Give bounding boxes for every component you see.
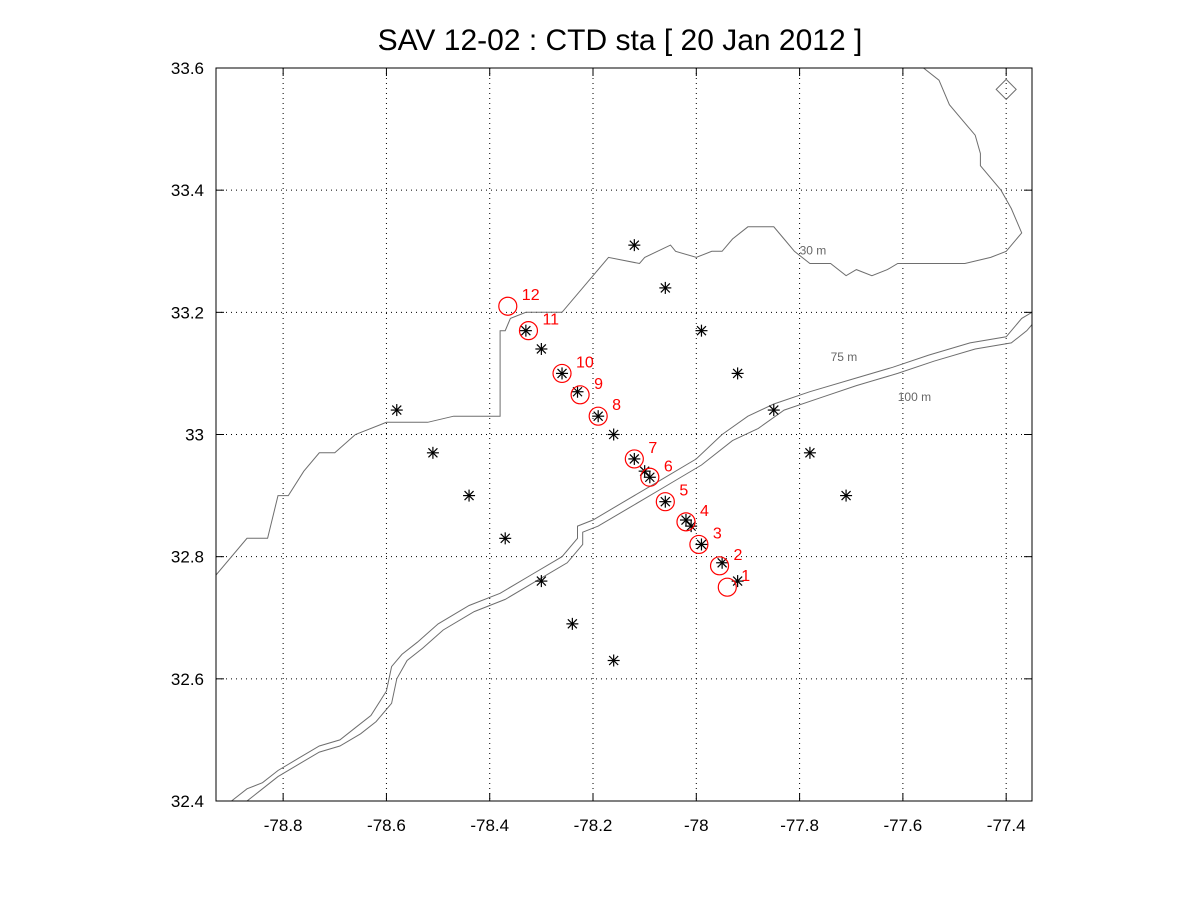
contour-label: 30 m: [800, 243, 827, 257]
isobath-75m-contour: [231, 311, 1032, 801]
occupied-station-9: 9: [570, 376, 603, 405]
station-number-label: 5: [679, 483, 688, 500]
coastline-30m-contour: [216, 68, 1023, 576]
contour-label: 75 m: [831, 350, 858, 364]
grid-lines: [216, 68, 1032, 801]
ctd-station-marker: [592, 410, 605, 423]
ctd-station-marker: [679, 514, 692, 527]
x-tick-label: -77.6: [884, 816, 923, 835]
ctd-station-marker: [803, 446, 816, 459]
station-circle: [717, 577, 737, 597]
y-tick-label: 33.6: [171, 59, 204, 78]
station-number-label: 2: [734, 547, 743, 564]
station-circle: [588, 406, 608, 426]
station-number-label: 6: [664, 458, 673, 475]
station-number-label: 4: [700, 503, 709, 520]
occupied-station-11: 11: [518, 312, 559, 341]
x-tick-label: -78.4: [470, 816, 509, 835]
marker-layer: [390, 78, 1017, 667]
station-circle: [676, 512, 696, 532]
ctd-station-marker: [643, 471, 656, 484]
ctd-station-marker: [390, 404, 403, 417]
x-tick-label: -77.8: [780, 816, 819, 835]
occupied-station-1: 1: [717, 568, 750, 597]
station-number-label: 8: [612, 397, 621, 414]
station-number-label: 9: [594, 376, 603, 393]
occupied-station-6: 6: [640, 458, 673, 487]
ctd-station-marker: [499, 532, 512, 545]
axis-ticks: -78.8 -78.6 -78.4 -78.2 -78 -77.8 -77.6 -77.4 32…: [171, 59, 1032, 835]
x-tick-label: -78.8: [264, 816, 303, 835]
ctd-station-marker: [535, 575, 548, 588]
occupied-station-12: 12: [498, 287, 540, 316]
ctd-station-marker: [731, 367, 744, 380]
station-circle: [689, 534, 709, 555]
ctd-station-marker: [607, 654, 620, 667]
station-circle: [570, 385, 590, 405]
y-tick-label: 32.8: [171, 548, 204, 567]
ctd-station-marker: [628, 452, 641, 465]
ctd-station-marker: [695, 324, 708, 337]
y-tick-label: 32.6: [171, 670, 204, 689]
occupied-station-8: 8: [588, 397, 621, 426]
x-tick-label: -78.2: [574, 816, 613, 835]
x-tick-label: -77.4: [987, 816, 1026, 835]
ctd-station-marker: [659, 495, 672, 508]
station-circle: [655, 492, 675, 512]
ctd-station-marker: [767, 404, 780, 417]
ctd-station-marker: [571, 385, 584, 398]
ctd-station-marker: [659, 281, 672, 294]
y-tick-label: 33.4: [171, 181, 204, 200]
ctd-station-marker: [840, 489, 853, 502]
ctd-station-marker: [519, 324, 532, 337]
station-number-label: 12: [522, 287, 540, 304]
occupied-station-10: 10: [552, 354, 594, 384]
ctd-station-marker: [463, 489, 476, 502]
diamond-marker: [995, 78, 1017, 101]
ctd-station-marker: [566, 617, 579, 630]
contour-layer: 30 m 75 m 100 m: [216, 68, 1032, 801]
station-number-label: 7: [648, 440, 657, 457]
ctd-station-marker: [685, 520, 698, 533]
y-tick-label: 32.4: [171, 792, 204, 811]
ctd-station-marker: [535, 342, 548, 355]
ctd-station-marker: [556, 367, 569, 380]
y-tick-label: 33.2: [171, 303, 204, 322]
station-number-label: 11: [542, 312, 559, 329]
plot-frame: [215, 67, 1033, 802]
station-number-label: 3: [713, 525, 722, 542]
ctd-station-marker: [426, 446, 439, 459]
occupied-station-4: 4: [676, 503, 709, 532]
station-number-label: 1: [741, 568, 750, 585]
ctd-station-marker: [695, 538, 708, 551]
station-number-label: 10: [576, 354, 594, 371]
occupied-station-3: 3: [689, 525, 722, 555]
station-circle: [709, 556, 730, 576]
station-circle: [624, 449, 644, 469]
occupied-station-5: 5: [655, 483, 688, 512]
station-circle: [640, 467, 660, 487]
occupied-station-7: 7: [624, 440, 657, 469]
map-title: SAV 12-02 : CTD sta [ 20 Jan 2012 ]: [378, 24, 863, 57]
ctd-station-marker: [716, 556, 729, 569]
ctd-station-marker: [607, 428, 620, 441]
ctd-station-marker: [628, 239, 641, 252]
x-tick-label: -78.6: [367, 816, 406, 835]
y-tick-label: 33: [185, 426, 204, 445]
station-circle: [552, 363, 572, 384]
contour-label: 100 m: [898, 390, 931, 404]
x-tick-label: -78: [684, 816, 709, 835]
station-circle: [518, 321, 539, 341]
station-circle: [498, 296, 518, 316]
occupied-station-2: 2: [709, 547, 743, 576]
isobath-100m-contour: [246, 324, 1032, 801]
